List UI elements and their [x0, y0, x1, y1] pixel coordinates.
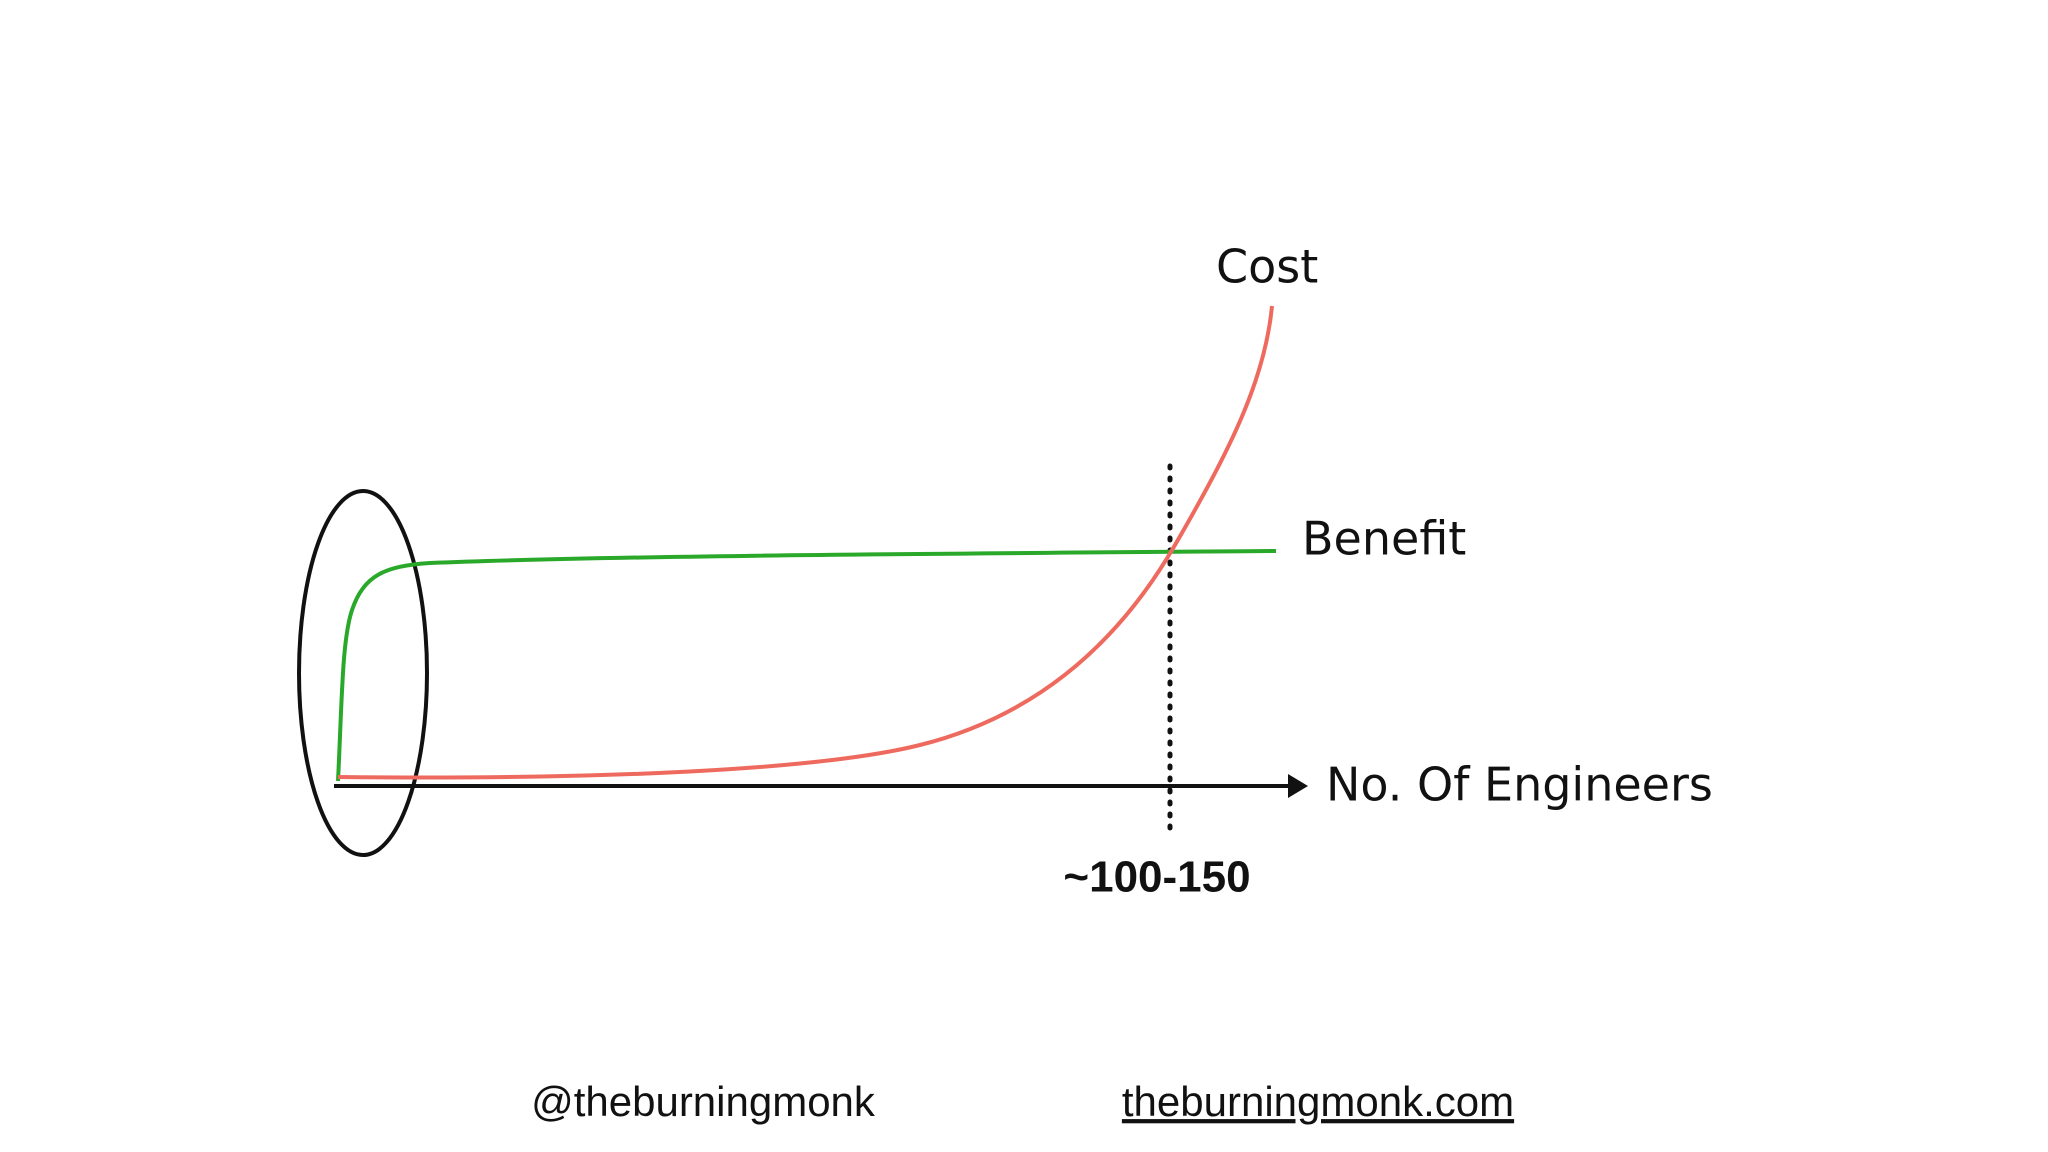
- highlight-ellipse: [297, 489, 429, 857]
- cost-curve: [337, 305, 1274, 780]
- benefit-label: Benefit: [1302, 512, 1466, 566]
- axis-arrowhead: [1288, 774, 1308, 798]
- cost-label: Cost: [1216, 240, 1318, 294]
- threshold-label: ~100-150: [1063, 853, 1250, 902]
- footer-website[interactable]: theburningmonk.com: [1122, 1078, 1514, 1125]
- x-axis-label: No. Of Engineers: [1326, 758, 1713, 812]
- footer-handle: @theburningmonk: [531, 1078, 876, 1125]
- benefit-curve: [336, 549, 1277, 782]
